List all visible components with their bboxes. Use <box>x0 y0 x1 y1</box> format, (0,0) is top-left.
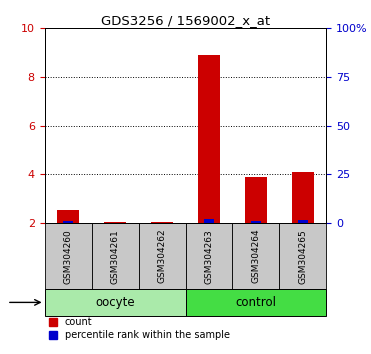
Title: GDS3256 / 1569002_x_at: GDS3256 / 1569002_x_at <box>101 14 270 27</box>
Bar <box>298 220 308 223</box>
Bar <box>186 289 326 316</box>
Bar <box>58 210 79 223</box>
Bar <box>63 221 73 223</box>
Text: GSM304261: GSM304261 <box>111 229 119 284</box>
Bar <box>233 223 279 289</box>
Bar <box>251 221 261 223</box>
Bar <box>151 222 173 223</box>
Legend: count, percentile rank within the sample: count, percentile rank within the sample <box>49 317 230 340</box>
Bar <box>92 223 138 289</box>
Bar <box>204 219 214 223</box>
Bar <box>45 223 92 289</box>
Bar <box>45 289 186 316</box>
Bar <box>292 172 313 223</box>
Text: control: control <box>236 296 276 309</box>
Text: GSM304263: GSM304263 <box>204 229 213 284</box>
Text: GSM304260: GSM304260 <box>63 229 72 284</box>
Bar <box>198 55 220 223</box>
Bar <box>246 177 267 223</box>
Bar <box>186 223 233 289</box>
Bar <box>279 223 326 289</box>
Text: oocyte: oocyte <box>95 296 135 309</box>
Text: GSM304265: GSM304265 <box>299 229 308 284</box>
Text: GSM304262: GSM304262 <box>158 229 167 284</box>
Bar <box>138 223 186 289</box>
Bar <box>105 222 125 223</box>
Text: GSM304264: GSM304264 <box>252 229 260 284</box>
